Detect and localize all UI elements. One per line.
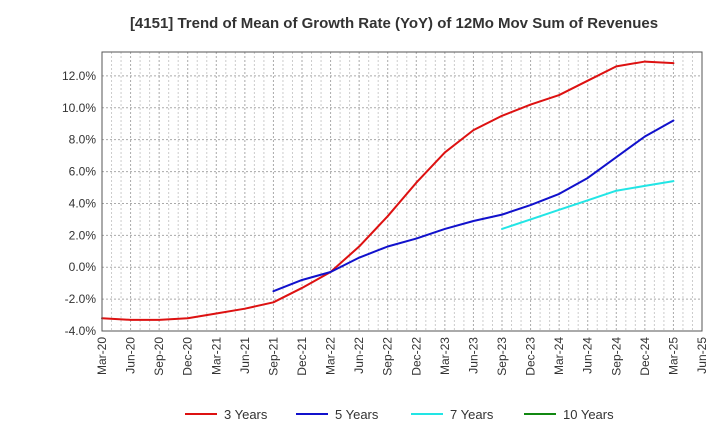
- y-tick-label: 10.0%: [62, 101, 96, 115]
- y-tick-label: 8.0%: [69, 133, 97, 147]
- x-tick-label: Dec-24: [638, 337, 652, 376]
- legend: 3 Years 5 Years 7 Years 10 Years: [185, 407, 614, 422]
- x-tick-label: Dec-21: [295, 337, 309, 376]
- y-tick-label: 6.0%: [69, 165, 97, 179]
- x-tick-label: Sep-22: [381, 337, 395, 376]
- x-tick-label: Sep-21: [266, 337, 280, 376]
- legend-label: 3 Years: [224, 407, 268, 422]
- series-line-7-years: [501, 180, 675, 230]
- x-tick-label: Sep-24: [609, 337, 623, 376]
- series-line-5-years: [272, 119, 675, 293]
- x-tick-label: Sep-23: [495, 337, 509, 376]
- plot-frame: [101, 51, 703, 332]
- x-tick-label: Jun-21: [238, 337, 252, 374]
- x-tick-label: Jun-22: [352, 337, 366, 374]
- chart-title: [4151] Trend of Mean of Growth Rate (YoY…: [130, 15, 658, 32]
- y-tick-label: -2.0%: [65, 292, 97, 306]
- x-tick-label: Dec-22: [409, 337, 423, 376]
- y-tick-label: 4.0%: [69, 196, 97, 210]
- x-tick-label: Jun-23: [466, 337, 480, 374]
- x-tick-label: Jun-24: [581, 337, 595, 374]
- x-tick-label: Mar-21: [209, 337, 223, 375]
- y-tick-label: 2.0%: [69, 228, 97, 242]
- x-tick-label: Dec-23: [524, 337, 538, 376]
- x-tick-label: Mar-22: [324, 337, 338, 375]
- y-tick-label: 0.0%: [69, 260, 97, 274]
- plot-lines: [101, 60, 675, 321]
- y-tick-label: 12.0%: [62, 69, 96, 83]
- y-tick-label: -4.0%: [65, 324, 97, 338]
- x-axis-ticks: Mar-20 Jun-20 Sep-20 Dec-20 Mar-21 Jun-21 Sep-…: [95, 337, 709, 376]
- x-tick-label: Jun-20: [124, 337, 138, 374]
- grid: [101, 52, 703, 332]
- legend-label: 5 Years: [335, 407, 379, 422]
- x-tick-label: Mar-23: [438, 337, 452, 375]
- legend-label: 10 Years: [563, 407, 614, 422]
- x-tick-label: Mar-25: [666, 337, 680, 375]
- x-tick-label: Sep-20: [152, 337, 166, 376]
- x-tick-label: Dec-20: [181, 337, 195, 376]
- legend-label: 7 Years: [450, 407, 494, 422]
- x-tick-label: Mar-24: [552, 337, 566, 375]
- x-tick-label: Jun-25: [695, 337, 709, 374]
- x-tick-label: Mar-20: [95, 337, 109, 375]
- y-axis-ticks: -4.0% -2.0% 0.0% 2.0% 4.0% 6.0% 8.0% 10.0% 12.0%: [62, 69, 96, 338]
- series-line-3-years: [101, 60, 675, 321]
